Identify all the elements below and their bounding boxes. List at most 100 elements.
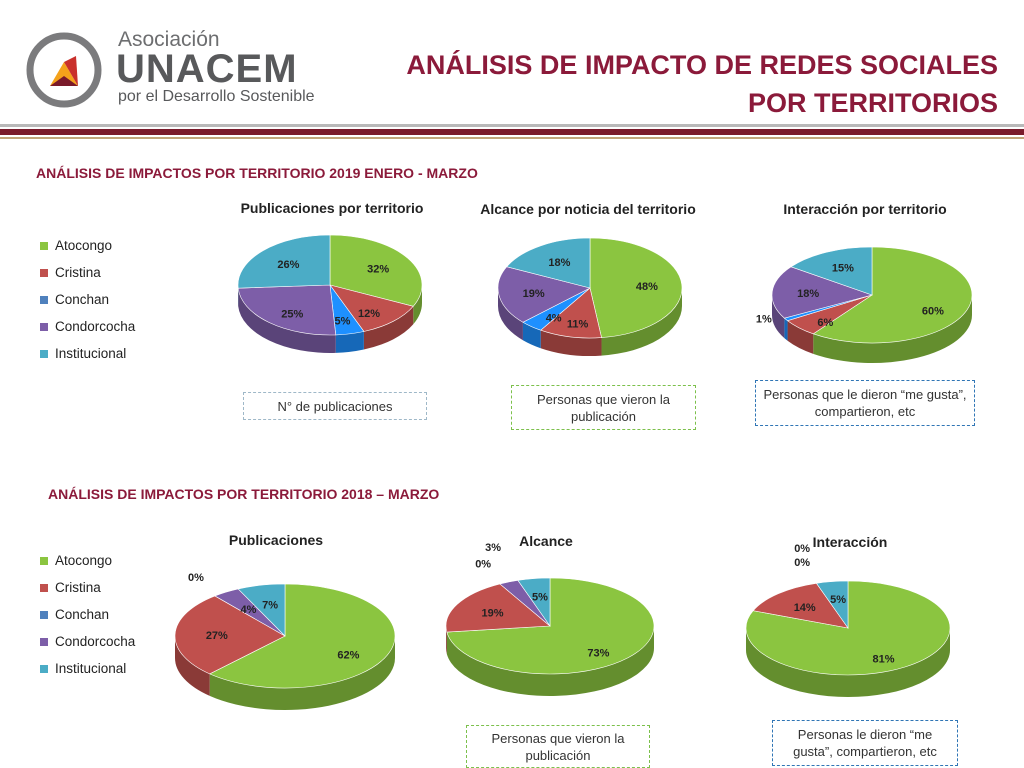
legend-swatch xyxy=(40,322,48,331)
legend-label: Conchan xyxy=(55,292,110,307)
legend-swatch xyxy=(40,664,48,673)
pie-sides xyxy=(175,636,395,710)
pie-data-label: 0% xyxy=(188,572,204,584)
pie-data-label: 0% xyxy=(475,559,491,571)
legend-label: Atocongo xyxy=(55,553,113,568)
pie-data-label: 5% xyxy=(334,316,350,328)
pie-slice-cristina xyxy=(445,583,551,633)
pie-data-label: 0% xyxy=(794,543,810,555)
pie-data-label: 32% xyxy=(367,263,389,275)
pie-labels: 62% 27% 0% 4% 7% xyxy=(188,572,360,661)
pie-labels: 48% 11% 4%19% 18% xyxy=(523,257,659,331)
legend-label: Cristina xyxy=(55,580,101,595)
legend-item: Institucional xyxy=(40,340,135,367)
legend-label: Cristina xyxy=(55,265,101,280)
pie-slice-side-atocongo xyxy=(446,626,654,697)
legend-label: Institucional xyxy=(55,346,127,361)
pie-data-label: 81% xyxy=(873,654,895,666)
pie-sides xyxy=(772,295,972,363)
legend-item: Condorcocha xyxy=(40,628,135,655)
pie-slice-side-atocongo xyxy=(209,636,395,710)
note-publicaciones-2019: N° de publicaciones xyxy=(243,392,427,420)
note-alcance-2019: Personas que vieron la publicación xyxy=(511,385,696,430)
legend-item: Cristina xyxy=(40,574,135,601)
pie-data-label: 25% xyxy=(281,309,303,321)
pie-sides xyxy=(498,288,682,356)
pie-slice-institucional xyxy=(237,234,331,289)
legend-label: Conchan xyxy=(55,607,110,622)
pie-data-label: 0% xyxy=(794,557,810,569)
pie-slice-side-conchan xyxy=(335,331,364,353)
pie-slice-side-atocongo xyxy=(746,628,950,697)
pie-slice-atocongo xyxy=(589,237,683,338)
pie-data-label: 7% xyxy=(262,600,278,612)
legend-item: Conchan xyxy=(40,286,135,313)
pie-slice-atocongo xyxy=(812,246,973,344)
pie-data-label: 12% xyxy=(358,308,380,320)
legend-swatch xyxy=(40,583,48,592)
legend-item: Conchan xyxy=(40,601,135,628)
pie-slice-side-cristina xyxy=(540,330,602,356)
pie-slice-condorcocha xyxy=(497,266,591,323)
pie-slice-atocongo xyxy=(329,234,423,307)
pie-data-label: 1% xyxy=(756,314,772,326)
note-interaccion-2018: Personas le dieron “me gusta”, compartie… xyxy=(772,720,958,766)
header-rule-gray xyxy=(0,124,1024,127)
pie-chart-publicaciones-2019: 32% 12% 5% 25% 26% xyxy=(237,234,423,353)
pie-chart-publicaciones-2018: 62% 27% 0% 4% 7% xyxy=(174,572,396,710)
pie-data-label: 6% xyxy=(817,317,833,329)
chart-title-publicaciones-2019: Publicaciones por territorio xyxy=(240,200,424,216)
pie-tops xyxy=(445,577,655,675)
pie-slice-atocongo xyxy=(208,583,396,689)
legend-swatch xyxy=(40,610,48,619)
legend-swatch xyxy=(40,241,48,250)
note-alcance-2018: Personas que vieron la publicación xyxy=(466,725,650,768)
chart-title-interaccion-2018: Interacción xyxy=(812,534,888,550)
pie-chart-alcance-2019: 48% 11% 4%19% 18% xyxy=(497,237,683,356)
pie-slice-side-cristina xyxy=(175,636,210,696)
pie-slice-side-atocongo xyxy=(813,295,972,363)
pie-slice-side-condorcocha xyxy=(772,295,785,339)
pie-chart-alcance-2018: 73% 19% 0% 3% 5% xyxy=(445,542,655,697)
pie-data-label: 5% xyxy=(830,594,846,606)
pie-slice-side-condorcocha xyxy=(498,288,523,341)
header-rule-maroon xyxy=(0,129,1024,135)
pie-labels: 32% 12% 5% 25% 26% xyxy=(277,259,389,328)
chart-title-interaccion-2019: Interacción por territorio xyxy=(783,201,947,217)
legend-2018: Atocongo Cristina Conchan Condorcocha In… xyxy=(40,547,135,682)
legend-swatch xyxy=(40,349,48,358)
pie-tops xyxy=(497,237,683,339)
pie-slice-side-atocongo xyxy=(413,285,422,325)
legend-label: Atocongo xyxy=(55,238,113,253)
org-brand: UNACEM xyxy=(116,47,298,91)
pie-data-label: 5% xyxy=(532,592,548,604)
pie-slice-institucional xyxy=(790,246,873,296)
pie-data-label: 62% xyxy=(337,649,359,661)
header-rule-gold xyxy=(0,137,1024,139)
pie-data-label: 26% xyxy=(277,259,299,271)
pie-data-label: 3% xyxy=(485,542,501,554)
legend-swatch xyxy=(40,295,48,304)
pie-data-label: 14% xyxy=(794,602,816,614)
pie-slice-cristina xyxy=(329,284,414,332)
pie-chart-interaccion-2018: 81% 14% 0% 0% 5% xyxy=(745,543,951,697)
pie-tops xyxy=(771,246,973,344)
section-title-2019: ANÁLISIS DE IMPACTOS POR TERRITORIO 2019… xyxy=(36,165,478,181)
pie-slice-institucional xyxy=(237,583,286,637)
pie-slice-condorcocha xyxy=(237,284,337,336)
legend-swatch xyxy=(40,637,48,646)
org-name: Asociación xyxy=(118,28,220,51)
pie-chart-interaccion-2019: 60% 6% 1% 18% 15% xyxy=(756,246,973,363)
pie-data-label: 19% xyxy=(482,607,504,619)
legend-label: Condorcocha xyxy=(55,319,136,334)
note-interaccion-2019: Personas que le dieron “me gusta”, compa… xyxy=(755,380,975,426)
legend-item: Cristina xyxy=(40,259,135,286)
pie-slice-institucional xyxy=(815,580,849,629)
legend-label: Institucional xyxy=(55,661,127,676)
chart-title-alcance-2019: Alcance por noticia del territorio xyxy=(480,201,696,217)
pie-data-label: 11% xyxy=(567,319,589,331)
pie-labels: 60% 6% 1% 18% 15% xyxy=(756,263,944,329)
pie-sides xyxy=(446,626,654,697)
pie-tops xyxy=(237,234,423,336)
legend-swatch xyxy=(40,268,48,277)
